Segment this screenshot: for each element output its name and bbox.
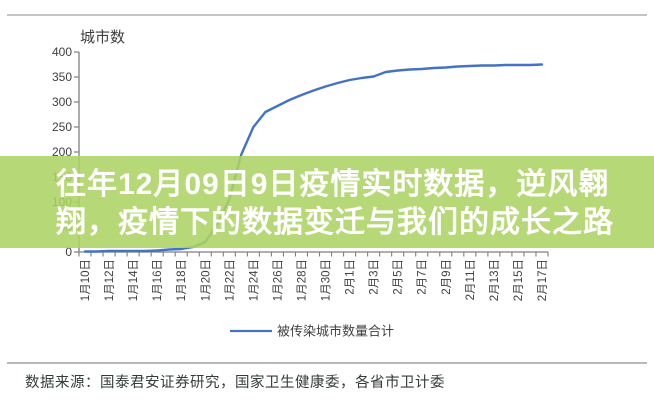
data-source-text: 数据来源：国泰君安证券研究，国家卫生健康委，各省市卫计委 — [25, 375, 445, 391]
series-line — [83, 63, 544, 253]
x-tick-label: 1月26日 — [272, 259, 284, 301]
top-divider — [7, 14, 647, 16]
x-tick-label: 2月9日 — [441, 259, 453, 295]
x-tick-label: 2月11日 — [465, 259, 477, 300]
x-tick-label: 2月13日 — [489, 259, 501, 301]
x-tick-label: 1月18日 — [176, 259, 188, 301]
x-tick-label: 1月10日 — [80, 259, 92, 301]
y-tick-label: 250 — [52, 120, 72, 134]
x-tick-label: 1月28日 — [296, 259, 308, 301]
x-tick-label: 2月5日 — [393, 259, 405, 295]
y-tick-label: 400 — [52, 45, 72, 59]
x-tick-label: 1月22日 — [224, 259, 236, 301]
legend-label: 被传染城市数量合计 — [277, 324, 394, 339]
x-tick-label: 2月7日 — [417, 259, 429, 295]
x-tick-label: 1月12日 — [104, 259, 116, 301]
x-tick-label: 2月3日 — [369, 259, 381, 295]
y-axis-title: 城市数 — [80, 29, 125, 46]
y-tick-label: 350 — [52, 70, 72, 84]
footer-divider — [7, 362, 647, 364]
title-overlay-banner: 往年12月09日9日疫情实时数据，逆风翱 翔，疫情下的数据变迁与我们的成长之路 — [0, 156, 654, 248]
x-tick-label: 2月17日 — [537, 259, 549, 301]
x-tick-label: 1月24日 — [248, 259, 260, 301]
x-tick-label: 2月15日 — [513, 259, 525, 301]
overlay-title-line1: 往年12月09日9日疫情实时数据，逆风翱 — [56, 168, 610, 201]
x-tick-label: 1月14日 — [128, 259, 140, 301]
y-tick-label: 0 — [65, 245, 72, 259]
x-tick-label: 1月30日 — [321, 259, 333, 301]
y-tick-label: 300 — [52, 95, 72, 109]
x-tick-label: 2月1日 — [345, 259, 357, 295]
x-tick-label: 1月20日 — [200, 259, 212, 301]
y-tick-label: 200 — [52, 145, 72, 159]
overlay-title-line2: 翔，疫情下的数据变迁与我们的成长之路 — [56, 206, 614, 239]
x-tick-label: 1月16日 — [152, 259, 164, 301]
